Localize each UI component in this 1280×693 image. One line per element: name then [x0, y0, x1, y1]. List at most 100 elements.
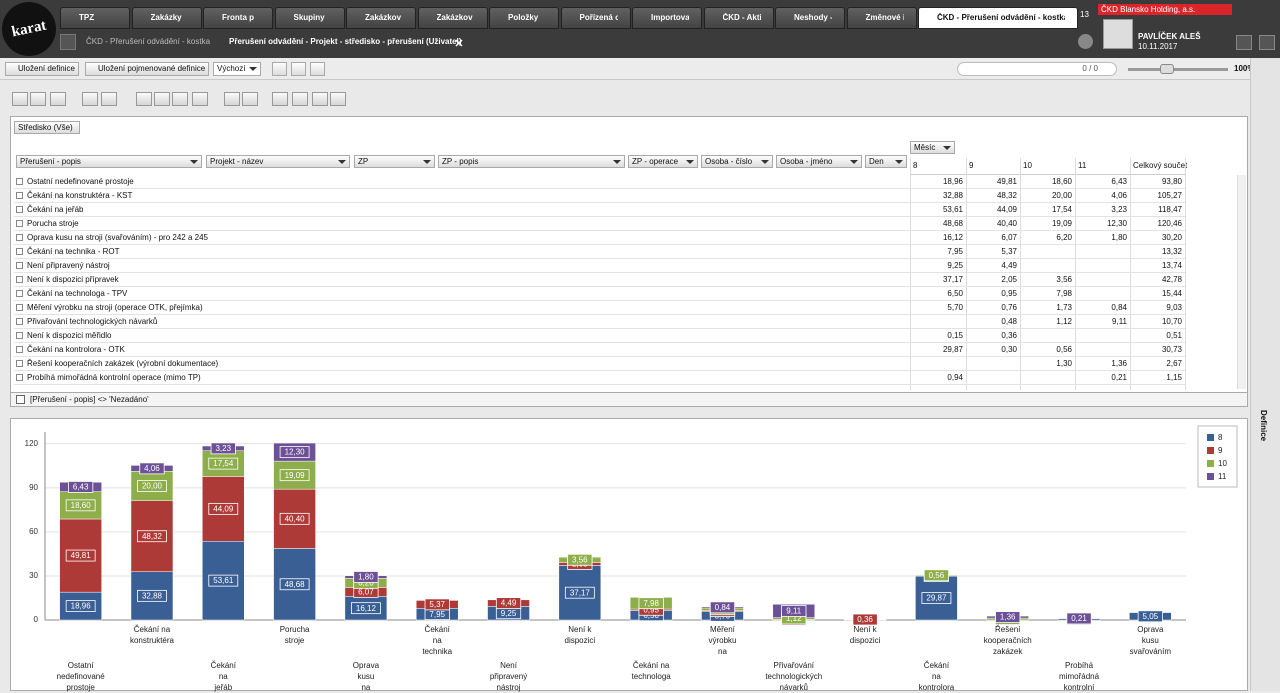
row-field[interactable]: Den	[865, 155, 907, 168]
tab-label[interactable]: Pořízená o	[580, 13, 618, 22]
expand-button[interactable]	[16, 234, 23, 241]
tab-label[interactable]: Zakázky	[151, 13, 189, 22]
cell: 7,98	[1020, 289, 1072, 298]
expand-button[interactable]	[16, 178, 23, 185]
icon-button[interactable]	[30, 92, 46, 106]
icon-button[interactable]	[101, 92, 117, 106]
cell: 6,20	[1020, 233, 1072, 242]
data-label: 16,12	[356, 604, 377, 613]
expand-button[interactable]	[16, 206, 23, 213]
tab-label[interactable]: Zakázkov	[437, 13, 475, 22]
x-tick-label: Čekání na konstruktéra	[130, 624, 174, 646]
icon-button[interactable]	[136, 92, 152, 106]
row-line	[14, 202, 1185, 203]
row-line	[14, 384, 1185, 385]
cell: 48,32	[966, 191, 1017, 200]
row-field[interactable]: Osoba - číslo	[701, 155, 773, 168]
row-field[interactable]: ZP - popis	[438, 155, 625, 168]
icon-button[interactable]	[50, 92, 66, 106]
icon-button[interactable]	[192, 92, 208, 106]
legend-swatch	[1207, 434, 1214, 441]
cell: 0,56	[1020, 345, 1072, 354]
tab-label[interactable]: Změnové ř	[866, 13, 904, 22]
row-label: Není k dispozici přípravek	[27, 275, 119, 284]
cell: 0,48	[966, 317, 1017, 326]
cell: 6,07	[966, 233, 1017, 242]
icon-button[interactable]	[330, 92, 346, 106]
column-header: 9	[969, 161, 973, 170]
tab-label[interactable]: Importova	[651, 13, 689, 22]
row-field[interactable]: Osoba - jméno	[776, 155, 862, 168]
x-tick-label: Čekání na technika	[422, 624, 452, 657]
expand-button[interactable]	[16, 374, 23, 381]
tab-label[interactable]: Skupiny	[294, 13, 332, 22]
data-label: 3,56	[572, 555, 588, 564]
expand-button[interactable]	[16, 262, 23, 269]
cell: 0,15	[910, 331, 963, 340]
icon-button[interactable]	[154, 92, 170, 106]
cell: 0,94	[910, 373, 963, 382]
expand-button[interactable]	[16, 220, 23, 227]
column-header: 8	[913, 161, 917, 170]
cell: 5,70	[910, 303, 963, 312]
cell: 49,81	[966, 177, 1017, 186]
row-field[interactable]: ZP	[354, 155, 435, 168]
data-label: 6,07	[358, 587, 374, 596]
icon-button[interactable]	[172, 92, 188, 106]
icon-button[interactable]	[242, 92, 258, 106]
icon-button[interactable]	[292, 92, 308, 106]
icon-button[interactable]	[272, 92, 288, 106]
data-label: 29,87	[926, 594, 947, 603]
icon-button[interactable]	[82, 92, 98, 106]
data-label: 49,81	[71, 551, 92, 560]
x-tick-label: Probíhá mimořádná kontrolní	[1059, 660, 1099, 693]
tab-label[interactable]: ČKD - Přerušení odvádění - kostka	[937, 13, 1065, 22]
header-line	[910, 174, 1185, 175]
expand-button[interactable]	[16, 290, 23, 297]
cell: 1,36	[1075, 359, 1127, 368]
cell: 6,50	[910, 289, 963, 298]
icon-button[interactable]	[312, 92, 328, 106]
x-tick-label: Čekání na jeřáb	[211, 660, 236, 693]
x-tick-label: Přivařování technologických návarků	[765, 660, 822, 693]
expand-button[interactable]	[16, 248, 23, 255]
data-label: 0,21	[1071, 614, 1087, 623]
expand-button[interactable]	[16, 360, 23, 367]
data-label: 1,80	[358, 573, 374, 582]
expand-button[interactable]	[16, 304, 23, 311]
tab-label[interactable]: Zakázkov	[365, 13, 403, 22]
row-label: Čekání na technologa - TPV	[27, 289, 127, 298]
cell: 16,12	[910, 233, 963, 242]
data-label: 44,09	[213, 504, 234, 513]
cell: 29,87	[910, 345, 963, 354]
tab-label[interactable]: Neshody -	[794, 13, 832, 22]
tab-label[interactable]: TPZ	[79, 13, 117, 22]
y-tick-label: 90	[29, 483, 38, 492]
tab-label[interactable]: ČKD - Aktiv	[723, 13, 761, 22]
icon-button[interactable]	[12, 92, 28, 106]
row-field[interactable]: Přerušení - popis	[16, 155, 202, 168]
expand-button[interactable]	[16, 346, 23, 353]
tab-label[interactable]: Fronta p	[222, 13, 260, 22]
expand-button[interactable]	[16, 192, 23, 199]
cell: 40,40	[966, 219, 1017, 228]
data-label: 48,68	[285, 580, 306, 589]
expand-button[interactable]	[16, 276, 23, 283]
cell: 42,78	[1130, 275, 1182, 284]
row-line	[14, 300, 1185, 301]
data-label: 5,37	[429, 600, 445, 609]
tab-label[interactable]: Položky	[508, 13, 546, 22]
row-field[interactable]: Projekt - název	[206, 155, 350, 168]
legend-label: 8	[1218, 433, 1223, 442]
icon-button[interactable]	[224, 92, 240, 106]
row-line	[14, 230, 1185, 231]
row-field[interactable]: ZP - operace	[628, 155, 698, 168]
expand-button[interactable]	[16, 318, 23, 325]
cell: 37,17	[910, 275, 963, 284]
cell: 120,46	[1130, 219, 1182, 228]
row-label: Čekání na kontrolora - OTK	[27, 345, 125, 354]
row-line	[14, 342, 1185, 343]
expand-button[interactable]	[16, 332, 23, 339]
cell: 9,25	[910, 261, 963, 270]
